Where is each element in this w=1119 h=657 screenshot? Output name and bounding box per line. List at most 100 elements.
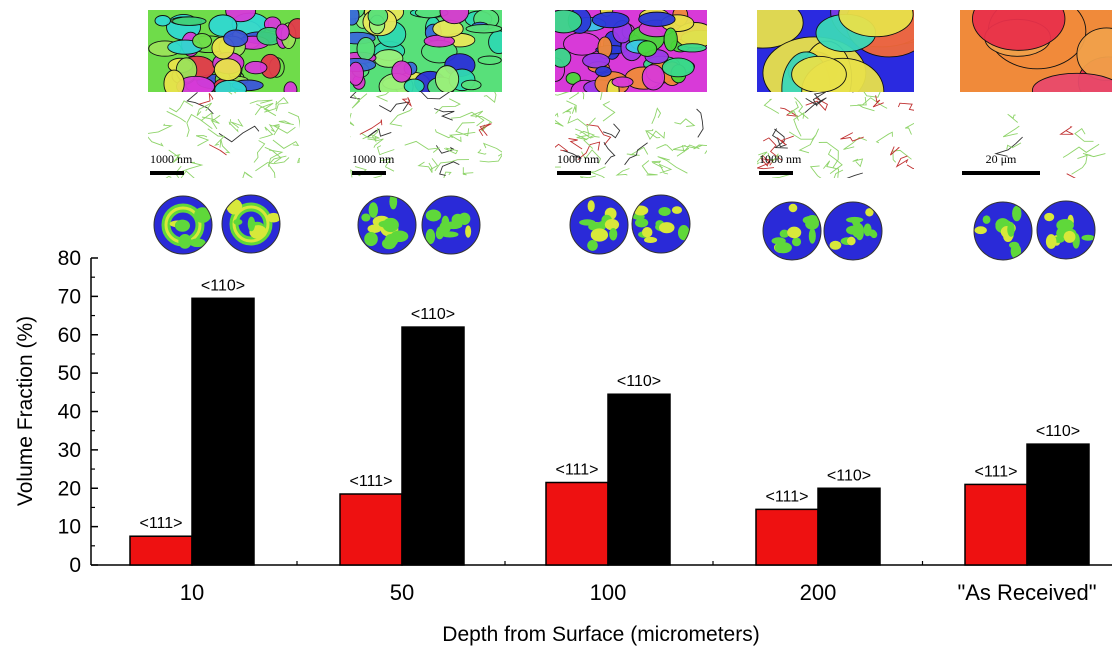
boundary-line bbox=[448, 131, 476, 143]
pole-spot bbox=[189, 238, 206, 248]
pole-spot bbox=[1012, 205, 1022, 222]
scale-label: 20 μm bbox=[986, 152, 1017, 166]
scale-bar bbox=[962, 171, 1040, 175]
pole-spot bbox=[233, 218, 243, 226]
boundary-line bbox=[657, 156, 688, 174]
boundary-line bbox=[168, 149, 181, 163]
boundary-line bbox=[272, 139, 300, 149]
boundary-line bbox=[906, 164, 914, 169]
boundary-map bbox=[148, 92, 300, 178]
grain bbox=[661, 57, 695, 78]
y-tick-label: 70 bbox=[58, 285, 81, 308]
pole-spot bbox=[1009, 241, 1020, 249]
boundary-line bbox=[434, 159, 470, 172]
pole-outline bbox=[421, 195, 481, 255]
boundary-line bbox=[602, 101, 616, 122]
boundary-line bbox=[674, 118, 696, 127]
grain bbox=[244, 60, 268, 75]
bar-111 bbox=[755, 508, 819, 566]
boundary-line bbox=[651, 160, 663, 169]
boundary-line bbox=[350, 136, 351, 138]
scale-label: 1000 nm bbox=[150, 152, 193, 166]
y-tick-label: 10 bbox=[58, 516, 81, 539]
grain bbox=[403, 78, 425, 92]
boundary-line bbox=[626, 146, 649, 156]
bar-111 bbox=[964, 483, 1028, 566]
boundary-line bbox=[268, 123, 280, 133]
grain bbox=[172, 16, 207, 26]
boundary-line bbox=[350, 92, 361, 100]
boundary-line bbox=[443, 171, 452, 178]
boundary-line bbox=[757, 151, 768, 165]
y-axis-title: Volume Fraction (%) bbox=[14, 316, 37, 506]
pole-figure bbox=[358, 196, 416, 254]
pole-spot bbox=[671, 206, 683, 214]
boundary-line bbox=[479, 153, 502, 163]
boundary-line bbox=[218, 125, 260, 143]
boundary-line bbox=[350, 166, 367, 178]
bar-110 bbox=[1026, 443, 1090, 566]
boundary-line bbox=[872, 95, 884, 108]
data-label-111: <111> bbox=[765, 488, 808, 505]
boundary-line bbox=[477, 149, 487, 155]
boundary-line bbox=[579, 175, 596, 178]
boundary-line bbox=[168, 100, 194, 113]
boundary-line bbox=[404, 140, 441, 153]
data-label-110: <110> bbox=[411, 306, 455, 323]
boundary-line bbox=[1059, 126, 1074, 135]
boundary-line bbox=[577, 141, 601, 161]
pole-spot bbox=[587, 240, 598, 251]
x-tick-label: 50 bbox=[390, 580, 414, 605]
grain bbox=[972, 10, 1066, 51]
grain bbox=[367, 10, 389, 26]
boundary-line bbox=[904, 122, 914, 135]
boundary-line bbox=[586, 124, 612, 146]
boundary-line bbox=[207, 128, 226, 146]
boundary-line bbox=[198, 93, 214, 105]
grain bbox=[641, 64, 666, 91]
pole-figure bbox=[570, 196, 628, 254]
grain bbox=[213, 58, 242, 82]
boundary-line bbox=[846, 172, 863, 178]
boundary-line bbox=[615, 168, 630, 176]
boundary-line bbox=[656, 143, 674, 152]
grain bbox=[434, 65, 460, 92]
boundary-line bbox=[148, 136, 164, 147]
boundary-line bbox=[350, 112, 355, 126]
boundary-line bbox=[762, 137, 783, 161]
pole-spot bbox=[787, 226, 802, 239]
pole-spot bbox=[226, 199, 243, 215]
boundary-line bbox=[794, 97, 809, 119]
boundary-line bbox=[827, 148, 843, 174]
bar-110 bbox=[817, 487, 881, 566]
pole-spot bbox=[364, 231, 378, 247]
pole-spot bbox=[788, 203, 798, 213]
boundary-line bbox=[378, 101, 410, 113]
data-label-111: <111> bbox=[555, 461, 598, 478]
pole-outline bbox=[153, 195, 213, 255]
bar-110 bbox=[401, 326, 465, 566]
pole-outline bbox=[221, 194, 281, 254]
pole-spot bbox=[174, 219, 190, 232]
pole-spot bbox=[194, 207, 211, 223]
boundary-line bbox=[840, 132, 864, 142]
grain bbox=[439, 10, 470, 25]
boundary-line bbox=[833, 169, 844, 178]
grain bbox=[591, 11, 630, 29]
boundary-line bbox=[272, 125, 296, 136]
y-tick-label: 20 bbox=[58, 477, 81, 500]
boundary-line bbox=[455, 122, 475, 137]
bar-111 bbox=[545, 481, 609, 566]
pole-spot bbox=[1007, 222, 1015, 237]
pole-outline bbox=[823, 201, 883, 261]
pole-figure bbox=[632, 195, 690, 253]
orientation-map bbox=[960, 10, 1112, 92]
boundary-line bbox=[651, 107, 662, 124]
boundary-line bbox=[208, 144, 227, 156]
pole-figures bbox=[153, 194, 1096, 261]
pole-outline bbox=[973, 201, 1033, 261]
pole-spot bbox=[384, 233, 399, 247]
data-label-111: <111> bbox=[139, 515, 182, 532]
y-tick-label: 80 bbox=[58, 247, 81, 270]
